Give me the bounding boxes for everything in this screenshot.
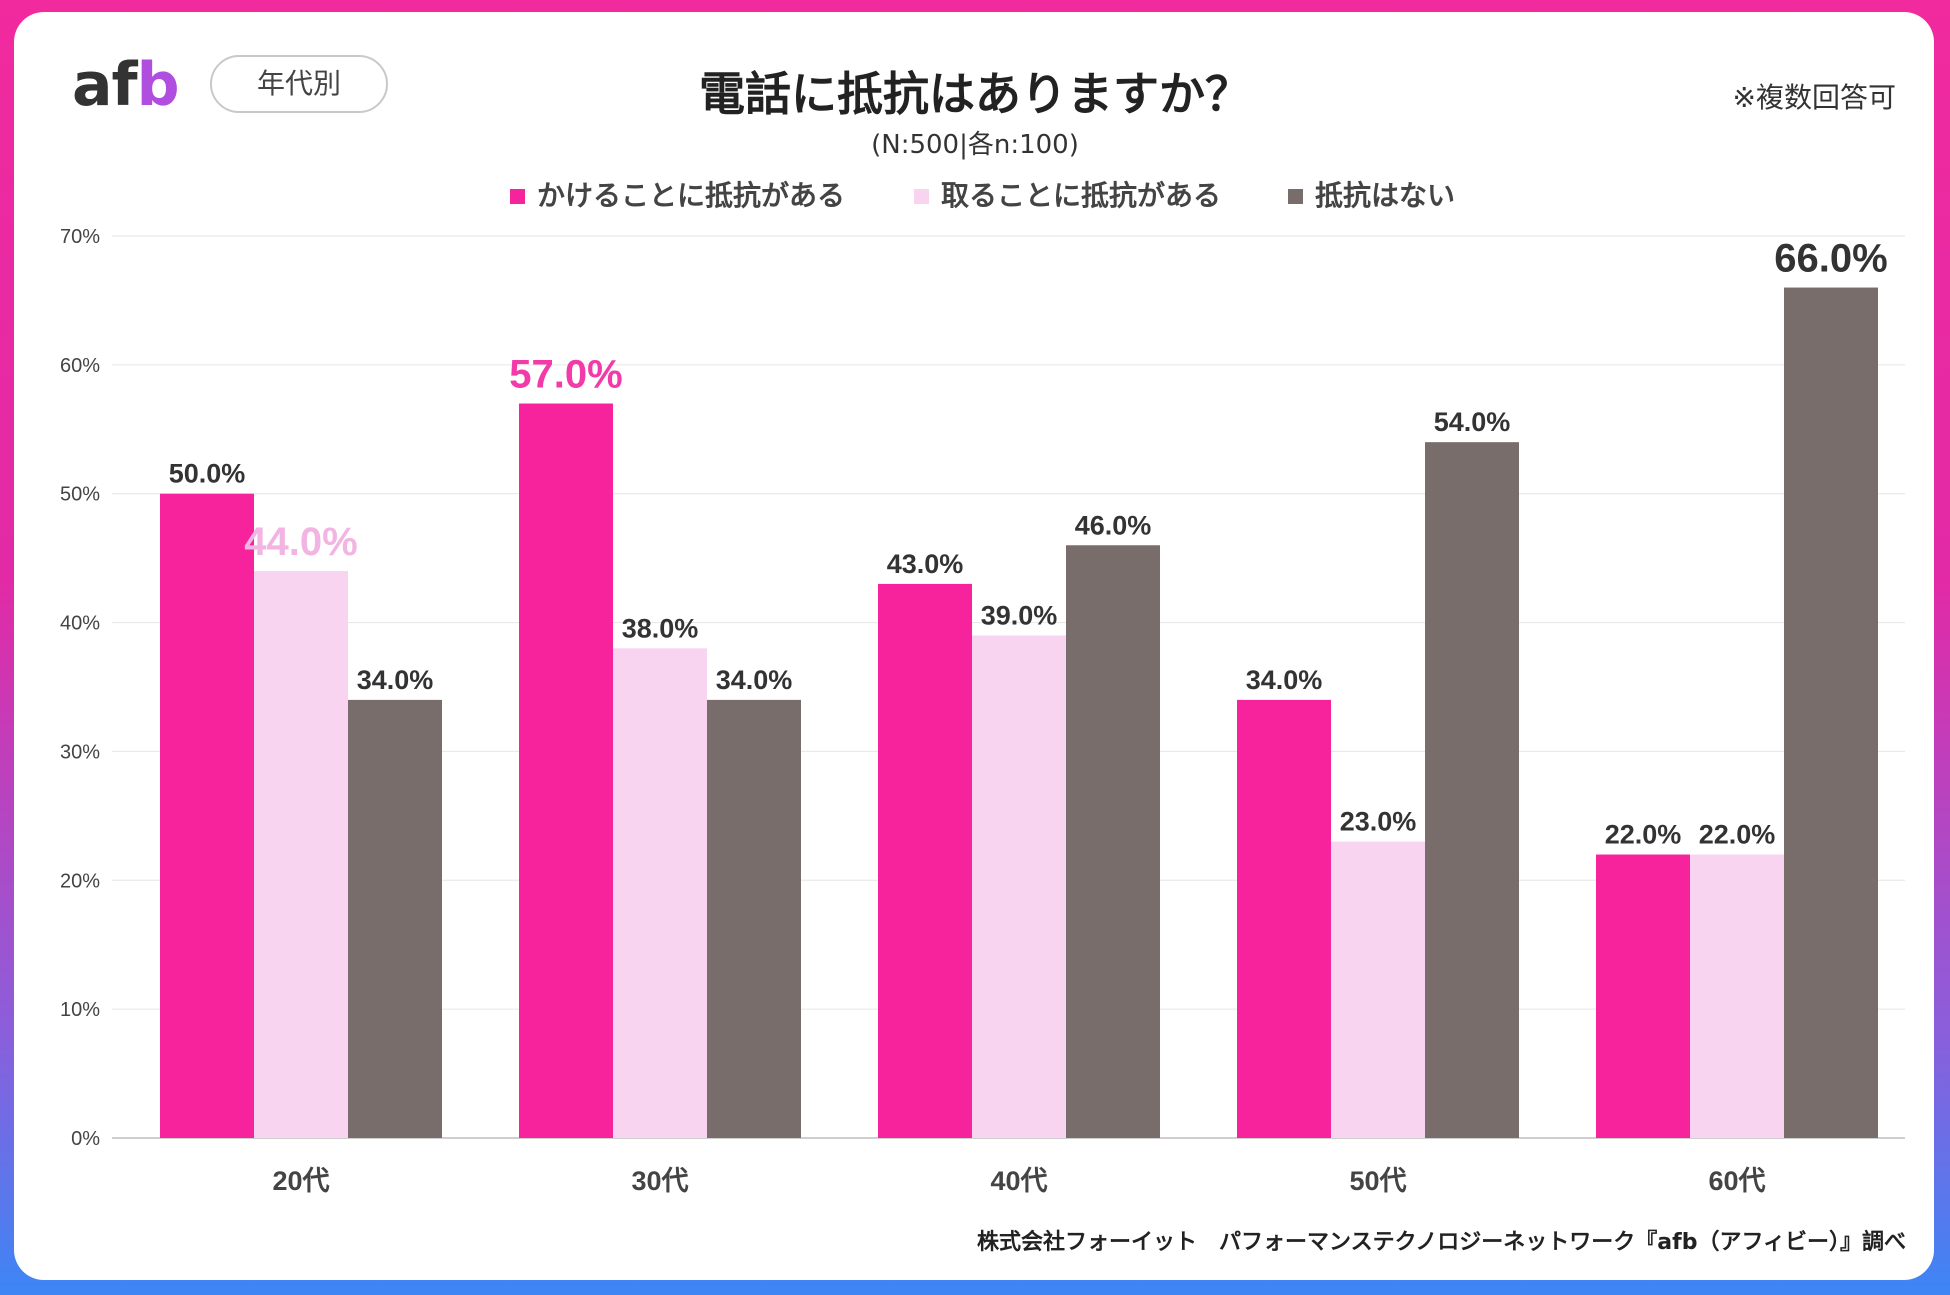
legend-swatch — [1288, 189, 1303, 204]
bar — [878, 583, 972, 1138]
bar — [160, 493, 254, 1138]
bar — [1596, 854, 1690, 1138]
x-tick-label: 20代 — [272, 1166, 329, 1196]
category-tag: 年代別 — [210, 55, 388, 113]
y-tick-label: 40% — [60, 613, 100, 635]
value-label: 34.0% — [716, 665, 793, 695]
legend-label: かけることに抵抗がある — [537, 179, 845, 211]
bar — [972, 635, 1066, 1138]
value-label: 34.0% — [1246, 665, 1323, 695]
multiple-answer-note: ※複数回答可 — [1732, 81, 1896, 114]
bar — [1237, 699, 1331, 1138]
chart-subtitle: (N:500|各n:100) — [871, 130, 1079, 160]
value-label: 46.0% — [1075, 510, 1152, 540]
bar — [519, 403, 613, 1138]
value-label-highlight: 44.0% — [244, 520, 357, 564]
bar — [707, 699, 801, 1138]
y-tick-label: 50% — [60, 484, 100, 506]
value-label: 43.0% — [887, 549, 964, 579]
value-label: 22.0% — [1699, 820, 1776, 850]
value-label: 23.0% — [1340, 807, 1417, 837]
y-tick-label: 0% — [71, 1128, 100, 1150]
value-label: 50.0% — [169, 459, 246, 489]
value-label: 39.0% — [981, 600, 1058, 630]
afb-logo: afb — [72, 50, 180, 120]
value-label: 34.0% — [357, 665, 434, 695]
source-credit: 株式会社フォーイット パフォーマンステクノロジーネットワーク『afb（アフィビー… — [977, 1230, 1906, 1255]
bar — [254, 571, 348, 1138]
y-tick-label: 10% — [60, 999, 100, 1021]
value-label: 54.0% — [1434, 407, 1511, 437]
legend-label: 取ることに抵抗がある — [941, 179, 1221, 211]
legend-label: 抵抗はない — [1315, 179, 1455, 211]
value-label-highlight: 57.0% — [509, 353, 622, 397]
y-tick-label: 70% — [60, 226, 100, 248]
bar — [1331, 841, 1425, 1138]
x-tick-label: 40代 — [990, 1166, 1047, 1196]
y-tick-label: 60% — [60, 355, 100, 377]
bar — [348, 699, 442, 1138]
bar — [613, 648, 707, 1138]
bar — [1425, 442, 1519, 1139]
bar — [1690, 854, 1784, 1138]
x-tick-label: 50代 — [1349, 1166, 1406, 1196]
value-label: 22.0% — [1605, 820, 1682, 850]
chart-title: 電話に抵抗はありますか？ — [699, 67, 1251, 121]
legend-swatch — [914, 189, 929, 204]
y-tick-label: 20% — [60, 870, 100, 892]
legend-swatch — [510, 189, 525, 204]
value-label-highlight: 66.0% — [1774, 237, 1887, 281]
bar — [1066, 545, 1160, 1138]
x-tick-label: 30代 — [631, 1166, 688, 1196]
value-label: 38.0% — [622, 613, 699, 643]
y-tick-label: 30% — [60, 741, 100, 763]
x-tick-label: 60代 — [1708, 1166, 1765, 1196]
bar — [1784, 287, 1878, 1138]
